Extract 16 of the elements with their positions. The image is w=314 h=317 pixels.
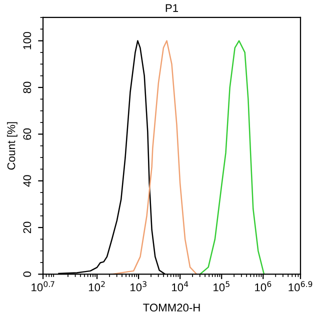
x-tick-label: 10$^{2}$ (88, 281, 105, 292)
x-tick-label: 10$^{6}$ (255, 281, 272, 292)
x-tick-label: 10$^{0.7}$ (32, 281, 54, 292)
x-tick-label: 10$^{5}$ (214, 281, 230, 292)
x-tick-label: 10$^{3}$ (130, 281, 146, 292)
y-tick-label: 40 (23, 175, 32, 187)
y-tick-label: 20 (23, 222, 32, 234)
x-axis-title: TOMM20-H (143, 304, 200, 312)
y-tick-label: 0 (23, 272, 32, 277)
y-axis-title: Count [%] (7, 122, 18, 170)
x-tick-label: 10$^{6.9}$ (288, 281, 312, 292)
x-tick-label: 10$^{4}$ (172, 281, 188, 292)
y-tick-label: 60 (23, 128, 32, 140)
y-tick-label: 80 (23, 82, 32, 94)
chart-title: P1 (166, 4, 178, 12)
y-tick-label: 100 (23, 32, 32, 50)
